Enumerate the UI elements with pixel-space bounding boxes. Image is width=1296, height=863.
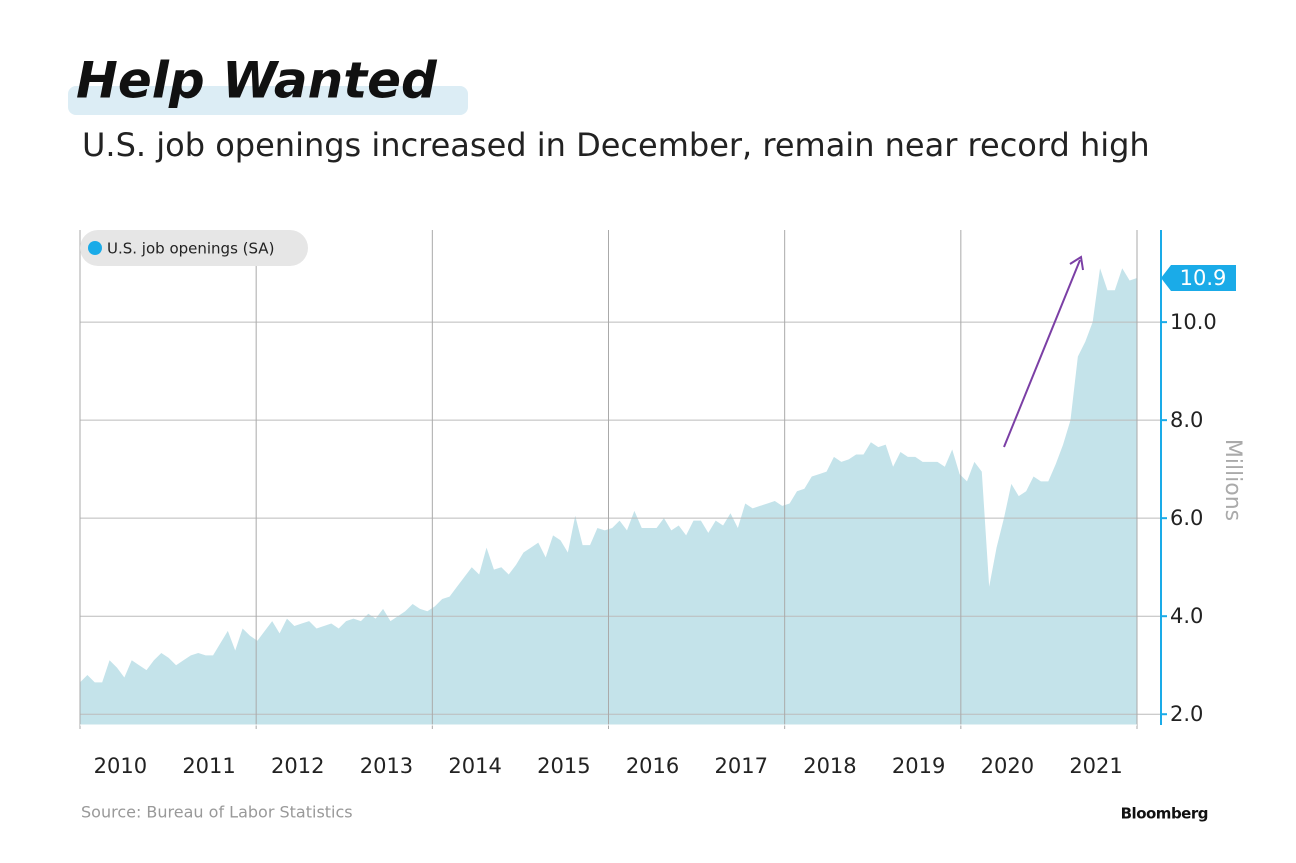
x-tick-label: 2019	[892, 754, 945, 778]
x-tick-label: 2012	[271, 754, 324, 778]
chart-subtitle: U.S. job openings increased in December,…	[82, 126, 1150, 164]
x-tick-label: 2013	[360, 754, 413, 778]
legend-marker	[88, 241, 102, 255]
x-tick-label: 2016	[626, 754, 679, 778]
x-tick-label: 2015	[537, 754, 590, 778]
x-tick-label: 2011	[182, 754, 235, 778]
y-tick-label: 2.0	[1170, 702, 1203, 726]
annotation-arrowhead	[1069, 255, 1084, 271]
x-tick-label: 2020	[981, 754, 1034, 778]
chart-title: Help Wanted	[76, 52, 438, 110]
legend	[80, 230, 308, 266]
y-tick-label: 8.0	[1170, 408, 1203, 432]
x-tick-label: 2010	[94, 754, 147, 778]
legend-label: U.S. job openings (SA)	[107, 240, 274, 258]
plot: 2.0 4.0 6.0 8.0 10.0 2010 2011 2012 2013 2014 2015…	[79, 230, 1236, 778]
x-tick-label: 2021	[1069, 754, 1122, 778]
title-highlight	[68, 86, 468, 115]
annotation-arrow	[1003, 259, 1081, 448]
x-tick-label: 2017	[715, 754, 768, 778]
y-axis-label: Millions	[1220, 439, 1245, 521]
area	[80, 268, 1137, 725]
x-tick-label: 2018	[803, 754, 856, 778]
y-tick-label: 6.0	[1170, 506, 1203, 530]
value-label: 10.9	[1180, 266, 1227, 290]
y-tick-label: 10.0	[1170, 310, 1217, 334]
x-tick-label: 2014	[448, 754, 501, 778]
value-label-box	[1161, 265, 1236, 292]
brand: Bloomberg	[1121, 805, 1208, 823]
source: Source: Bureau of Labor Statistics	[81, 803, 353, 822]
y-tick-label: 4.0	[1170, 604, 1203, 628]
